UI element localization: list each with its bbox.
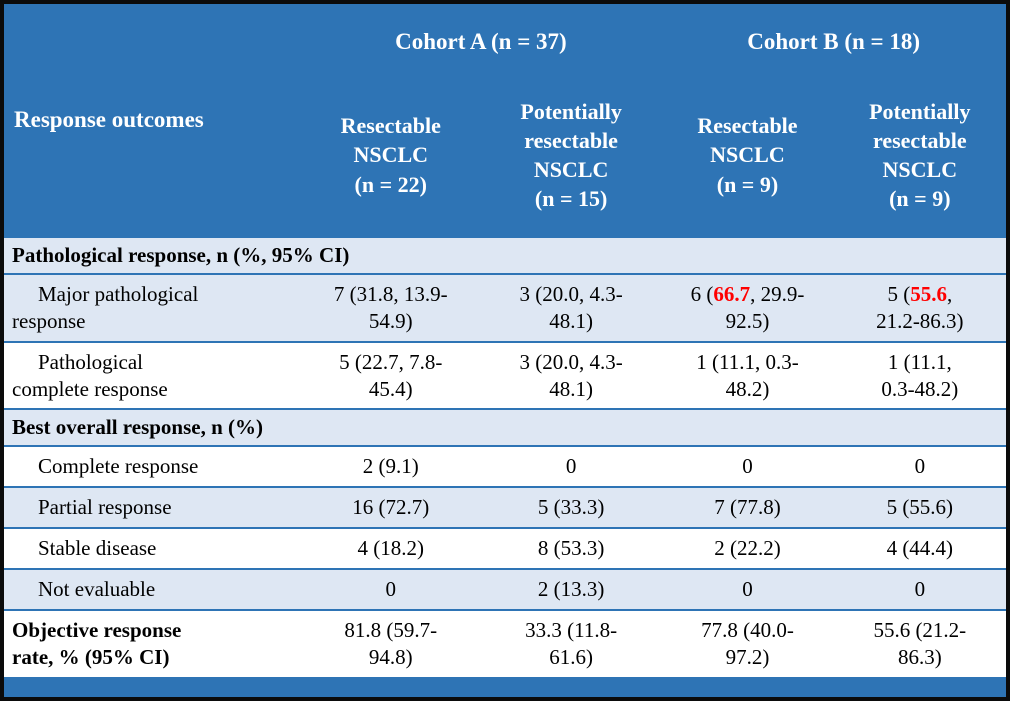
section-title: Best overall response, n (%) bbox=[12, 415, 264, 440]
table-row-stable-disease: Stable disease 4 (18.2) 8 (53.3) 2 (22.2… bbox=[4, 527, 1006, 568]
row-label: Complete response bbox=[38, 454, 199, 479]
cell-value: 4 (18.2) bbox=[357, 536, 425, 560]
cell-value: 3 (20.0, 4.3- 48.1) bbox=[519, 281, 623, 333]
header-col-resectable-a: Resectable NSCLC (n = 22) bbox=[340, 113, 441, 197]
cell-value: 5 (55.6, 21.2-86.3) bbox=[834, 275, 1006, 341]
cell-text: 5 ( bbox=[887, 281, 911, 306]
section-row-pathological-response: Pathological response, n (%, 95% CI) bbox=[4, 236, 1006, 273]
header-col-potentially-resectable-b: Potentially resectable NSCLC (n = 9) bbox=[869, 98, 971, 212]
cell-value: 3 (20.0, 4.3- 48.1) bbox=[519, 349, 623, 401]
section-title: Pathological response, n (%, 95% CI) bbox=[12, 243, 350, 267]
row-label: Major pathological response bbox=[12, 281, 199, 333]
section-row-best-overall-response: Best overall response, n (%) bbox=[4, 408, 1006, 446]
row-label: Not evaluable bbox=[38, 576, 156, 601]
cell-value: 1 (11.1, 0.3-48.2) bbox=[881, 349, 959, 401]
highlight-value: 55.6 bbox=[910, 281, 947, 306]
cell-value: 2 (13.3) bbox=[537, 576, 605, 601]
cell-value: 7 (77.8) bbox=[714, 495, 781, 520]
table-row-major-pathological-response: Major pathological response 7 (31.8, 13.… bbox=[4, 272, 1006, 341]
cell-value: 77.8 (40.0- 97.2) bbox=[701, 617, 794, 669]
header-cohort-b: Cohort B (n = 18) bbox=[747, 29, 921, 54]
cell-value: 5 (33.3) bbox=[537, 495, 605, 520]
header-col-resectable-b: Resectable NSCLC (n = 9) bbox=[697, 113, 798, 197]
cell-value: 2 (22.2) bbox=[714, 536, 781, 560]
header-response-outcomes: Response outcomes bbox=[14, 107, 204, 132]
row-label: Objective response rate, % (95% CI) bbox=[12, 617, 182, 669]
cell-value: 33.3 (11.8- 61.6) bbox=[525, 617, 618, 669]
cell-value: 6 (66.7, 29.9- 92.5) bbox=[661, 275, 833, 341]
cell-value: 7 (31.8, 13.9- 54.9) bbox=[333, 281, 448, 333]
row-label: Stable disease bbox=[38, 536, 157, 560]
header-cohort-a: Cohort A (n = 37) bbox=[395, 29, 567, 54]
table-row-pathological-complete-response: Pathological complete response 5 (22.7, … bbox=[4, 340, 1006, 409]
row-label: Partial response bbox=[38, 495, 172, 520]
cell-text: , 21.2-86.3) bbox=[876, 281, 964, 333]
table-bottom-bar bbox=[4, 676, 1006, 697]
table-row-complete-response: Complete response 2 (9.1) 0 0 0 bbox=[4, 445, 1006, 487]
cell-text: , 29.9- 92.5) bbox=[725, 281, 805, 333]
cell-value: 81.8 (59.7- 94.8) bbox=[344, 617, 438, 669]
cell-value: 1 (11.1, 0.3- 48.2) bbox=[696, 349, 799, 401]
cell-value: 2 (9.1) bbox=[362, 454, 419, 479]
row-label: Pathological complete response bbox=[12, 349, 168, 401]
cell-value: 0 bbox=[914, 576, 926, 601]
cell-text: 6 ( bbox=[690, 281, 714, 306]
cell-value: 0 bbox=[742, 454, 753, 479]
cell-value: 0 bbox=[565, 454, 577, 479]
table-header: Response outcomes Cohort A (n = 37) Coho… bbox=[4, 4, 1006, 236]
cell-value: 16 (72.7) bbox=[352, 495, 430, 520]
table-row-objective-response-rate: Objective response rate, % (95% CI) 81.8… bbox=[4, 608, 1006, 677]
cell-value: 0 bbox=[385, 576, 397, 601]
cell-value: 55.6 (21.2- 86.3) bbox=[873, 617, 967, 669]
cell-value: 0 bbox=[914, 454, 926, 479]
cell-value: 8 (53.3) bbox=[537, 536, 605, 560]
table-row-not-evaluable: Not evaluable 0 2 (13.3) 0 0 bbox=[4, 567, 1006, 609]
cell-value: 4 (44.4) bbox=[886, 536, 954, 560]
table-row-partial-response: Partial response 16 (72.7) 5 (33.3) 7 (7… bbox=[4, 486, 1006, 527]
cell-value: 5 (22.7, 7.8- 45.4) bbox=[339, 349, 443, 401]
highlight-value: 66.7 bbox=[713, 281, 751, 306]
header-col-potentially-resectable-a: Potentially resectable NSCLC (n = 15) bbox=[520, 98, 622, 212]
cell-value: 5 (55.6) bbox=[886, 495, 954, 520]
cell-value: 0 bbox=[742, 576, 753, 601]
